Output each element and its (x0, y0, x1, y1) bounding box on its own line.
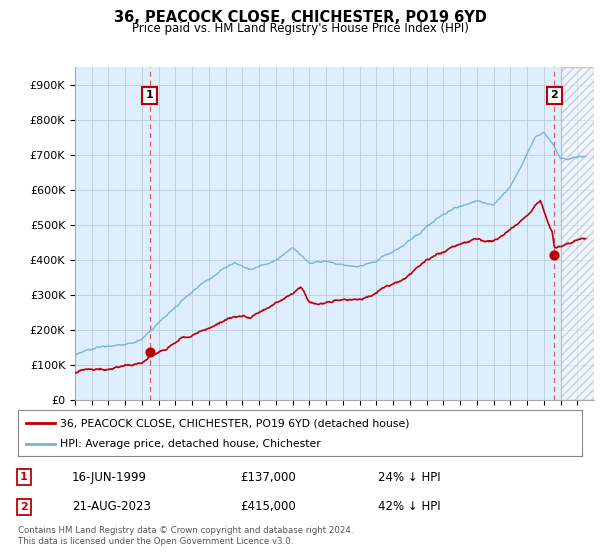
Text: 36, PEACOCK CLOSE, CHICHESTER, PO19 6YD: 36, PEACOCK CLOSE, CHICHESTER, PO19 6YD (113, 10, 487, 25)
Text: 36, PEACOCK CLOSE, CHICHESTER, PO19 6YD (detached house): 36, PEACOCK CLOSE, CHICHESTER, PO19 6YD … (60, 418, 410, 428)
Text: Price paid vs. HM Land Registry's House Price Index (HPI): Price paid vs. HM Land Registry's House … (131, 22, 469, 35)
Text: Contains HM Land Registry data © Crown copyright and database right 2024.
This d: Contains HM Land Registry data © Crown c… (18, 526, 353, 546)
Point (145, 348, 154, 357)
Text: 21-AUG-2023: 21-AUG-2023 (72, 500, 151, 514)
Text: 24% ↓ HPI: 24% ↓ HPI (378, 470, 440, 484)
Text: 2: 2 (20, 502, 28, 512)
Text: 1: 1 (146, 90, 154, 100)
Text: 42% ↓ HPI: 42% ↓ HPI (378, 500, 440, 514)
Text: 16-JUN-1999: 16-JUN-1999 (72, 470, 147, 484)
Text: 2: 2 (550, 90, 558, 100)
Text: £137,000: £137,000 (240, 470, 296, 484)
Text: 1: 1 (20, 472, 28, 482)
Text: HPI: Average price, detached house, Chichester: HPI: Average price, detached house, Chic… (60, 440, 321, 450)
Point (550, 250, 559, 259)
Text: £415,000: £415,000 (240, 500, 296, 514)
